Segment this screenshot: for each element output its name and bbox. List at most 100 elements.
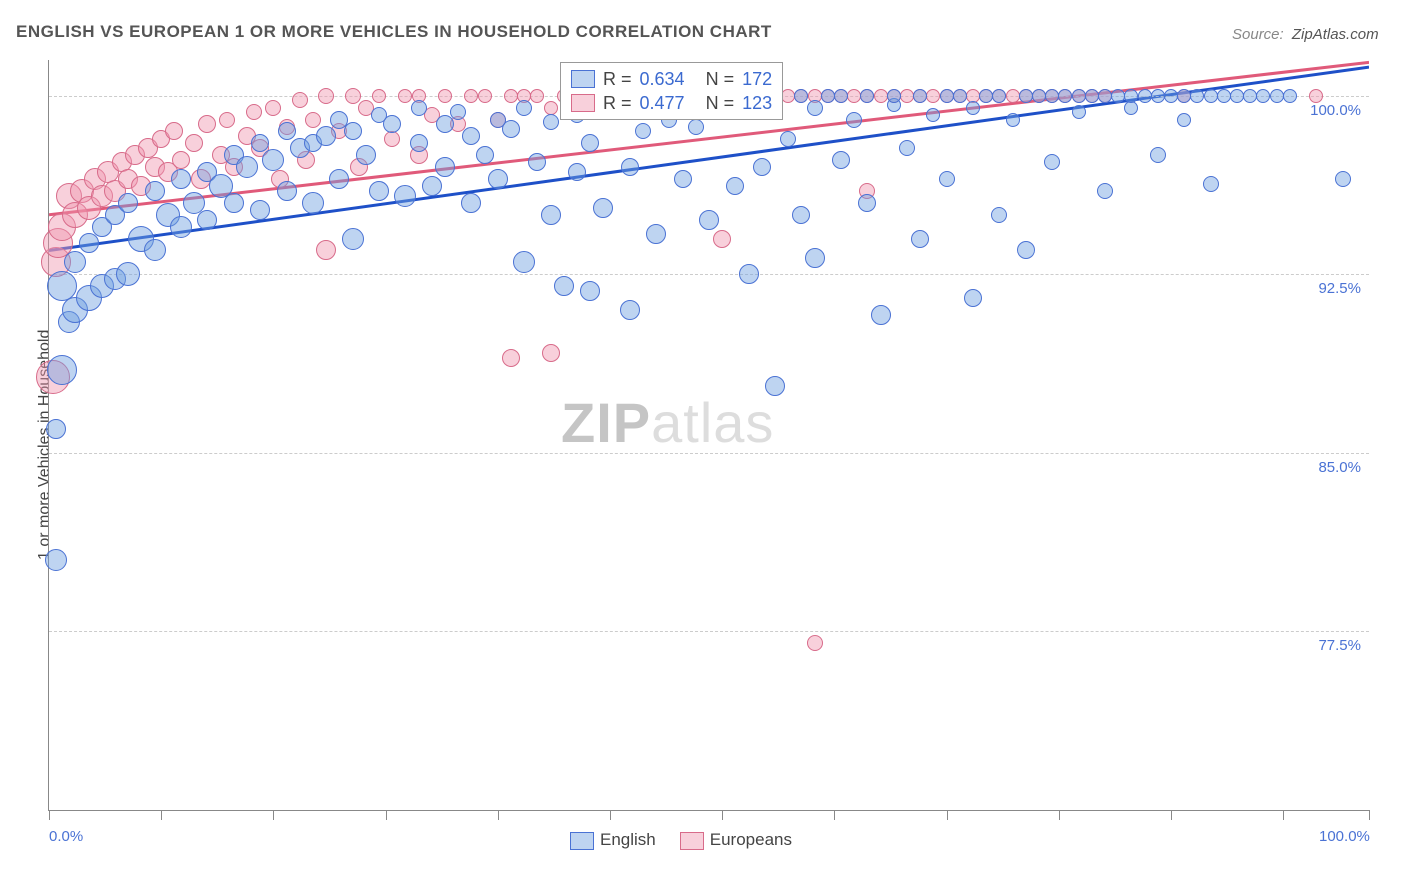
data-point <box>1283 89 1297 103</box>
data-point <box>794 89 808 103</box>
data-point <box>887 89 901 103</box>
data-point <box>345 88 361 104</box>
data-point <box>1164 89 1178 103</box>
swatch-europeans <box>571 94 595 112</box>
data-point <box>329 169 349 189</box>
data-point <box>278 122 296 140</box>
x-tick <box>610 810 611 820</box>
scatter-plot: ZIPatlas 100.0%92.5%85.0%77.5%0.0%100.0% <box>48 60 1369 811</box>
data-point <box>847 89 861 103</box>
data-point <box>1203 176 1219 192</box>
data-point <box>860 89 874 103</box>
data-point <box>530 89 544 103</box>
data-point <box>369 181 389 201</box>
data-point <box>807 635 823 651</box>
data-point <box>1058 89 1072 103</box>
data-point <box>344 122 362 140</box>
data-point <box>900 89 914 103</box>
data-point <box>543 114 559 130</box>
data-point <box>502 349 520 367</box>
data-point <box>966 101 980 115</box>
data-point <box>316 240 336 260</box>
data-point <box>1032 89 1046 103</box>
x-tick-label: 100.0% <box>1319 828 1370 845</box>
data-point <box>1190 89 1204 103</box>
data-point <box>277 181 297 201</box>
x-tick <box>834 810 835 820</box>
legend-label-europeans: Europeans <box>710 830 792 849</box>
data-point <box>1006 113 1020 127</box>
legend-item-europeans: Europeans <box>680 830 792 850</box>
chart-title: ENGLISH VS EUROPEAN 1 OR MORE VEHICLES I… <box>16 22 772 42</box>
n-value-english: 172 <box>742 67 772 91</box>
y-tick-label: 100.0% <box>1310 102 1361 119</box>
data-point <box>991 207 1007 223</box>
data-point <box>832 151 850 169</box>
data-point <box>1019 89 1033 103</box>
data-point <box>516 100 532 116</box>
data-point <box>398 89 412 103</box>
data-point <box>964 289 982 307</box>
data-point <box>871 305 891 325</box>
data-point <box>620 300 640 320</box>
data-point <box>926 108 940 122</box>
legend-row-english: R = 0.634 N = 172 <box>571 67 772 91</box>
data-point <box>436 115 454 133</box>
data-point <box>461 193 481 213</box>
data-point <box>1256 89 1270 103</box>
data-point <box>464 89 478 103</box>
data-point <box>219 112 235 128</box>
y-tick-label: 85.0% <box>1318 459 1361 476</box>
data-point <box>145 181 165 201</box>
data-point <box>79 233 99 253</box>
data-point <box>435 157 455 177</box>
data-point <box>411 100 427 116</box>
data-point <box>581 134 599 152</box>
data-point <box>979 89 993 103</box>
data-point <box>874 89 888 103</box>
legend-item-english: English <box>570 830 656 850</box>
x-tick-label: 0.0% <box>49 828 83 845</box>
data-point <box>1150 147 1166 163</box>
data-point <box>792 206 810 224</box>
data-point <box>1072 89 1086 103</box>
data-point <box>305 112 321 128</box>
data-point <box>1335 171 1351 187</box>
data-point <box>821 89 835 103</box>
data-point <box>713 230 731 248</box>
data-point <box>805 248 825 268</box>
data-point <box>635 123 651 139</box>
data-point <box>528 153 546 171</box>
data-point <box>541 205 561 225</box>
x-tick <box>1283 810 1284 820</box>
data-point <box>834 89 848 103</box>
data-point <box>1017 241 1035 259</box>
data-point <box>246 104 262 120</box>
data-point <box>780 131 796 147</box>
data-point <box>144 239 166 261</box>
data-point <box>542 344 560 362</box>
watermark-bold: ZIP <box>561 391 651 454</box>
data-point <box>1045 89 1059 103</box>
y-tick-label: 77.5% <box>1318 637 1361 654</box>
data-point <box>171 169 191 189</box>
data-point <box>739 264 759 284</box>
data-point <box>318 88 334 104</box>
data-point <box>1006 89 1020 103</box>
data-point <box>450 104 466 120</box>
data-point <box>992 89 1006 103</box>
data-point <box>185 134 203 152</box>
r-value-europeans: 0.477 <box>640 91 685 115</box>
legend-label-english: English <box>600 830 656 849</box>
data-point <box>172 151 190 169</box>
data-point <box>250 200 270 220</box>
data-point <box>342 228 364 250</box>
data-point <box>1085 89 1099 103</box>
data-point <box>846 112 862 128</box>
data-point <box>1072 105 1086 119</box>
data-point <box>911 230 929 248</box>
data-point <box>765 376 785 396</box>
data-point <box>646 224 666 244</box>
data-point <box>1243 89 1257 103</box>
data-point <box>262 149 284 171</box>
